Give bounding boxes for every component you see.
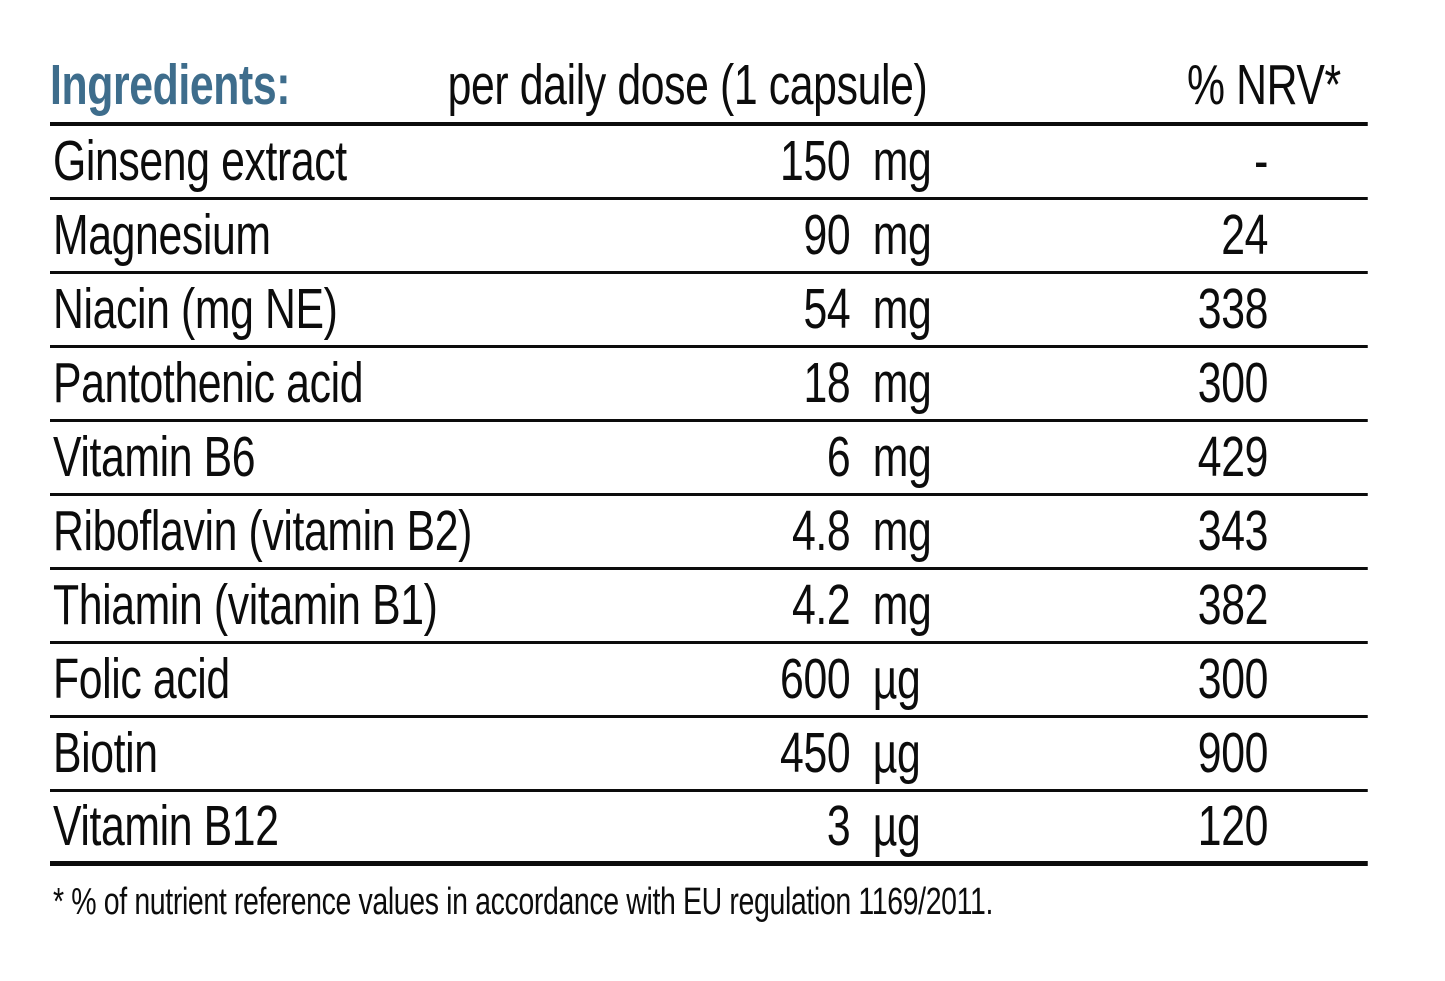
ingredient-name: Thiamin (vitamin B1) [53,573,438,637]
table-row: Thiamin (vitamin B1) 4.2 mg 382 [50,570,1368,644]
amount-unit: mg [872,573,932,637]
ingredient-name: Ginseng extract [53,129,347,193]
nrv-value: 300 [1197,351,1269,415]
table-row: Magnesium 90 mg 24 [50,200,1368,274]
ingredient-name: Pantothenic acid [53,351,364,415]
table-row: Niacin (mg NE) 54 mg 338 [50,274,1368,348]
column-header-ingredients: Ingredients: [50,53,291,117]
nrv-value: 300 [1197,647,1269,711]
amount-value: 450 [780,721,851,785]
table-row: Vitamin B6 6 mg 429 [50,422,1368,496]
nrv-value: 382 [1197,573,1269,637]
nrv-footnote: * % of nutrient reference values in acco… [53,881,994,923]
amount-unit: mg [872,277,932,341]
nrv-value: 429 [1197,425,1269,489]
table-header-row: Ingredients: per daily dose (1 capsule) … [50,36,1368,126]
amount-unit: mg [872,203,932,267]
table-row: Vitamin B12 3 µg 120 [50,792,1368,866]
table-row: Biotin 450 µg 900 [50,718,1368,792]
amount-value: 3 [826,794,851,858]
amount-value: 4.8 [791,499,851,563]
ingredients-table: Ingredients: per daily dose (1 capsule) … [50,36,1368,924]
table-row: Folic acid 600 µg 300 [50,644,1368,718]
amount-value: 54 [803,277,851,341]
amount-unit: mg [872,351,932,415]
amount-unit: µg [872,794,921,858]
amount-value: 4.2 [791,573,851,637]
nrv-value: 900 [1197,721,1269,785]
table-row: Riboflavin (vitamin B2) 4.8 mg 343 [50,496,1368,570]
amount-unit: mg [872,499,932,563]
ingredient-name: Riboflavin (vitamin B2) [53,499,473,563]
nrv-value: - [1254,129,1268,193]
ingredient-name: Vitamin B12 [53,794,279,858]
nrv-value: 24 [1221,203,1268,267]
table-row: Ginseng extract 150 mg - [50,126,1368,200]
amount-value: 90 [803,203,851,267]
amount-unit: µg [872,721,921,785]
amount-unit: mg [872,129,932,193]
amount-value: 6 [826,425,851,489]
ingredient-name: Magnesium [53,203,271,267]
amount-value: 18 [803,351,851,415]
column-header-nrv: % NRV* [1186,53,1341,117]
amount-unit: mg [872,425,932,489]
nrv-value: 338 [1197,277,1269,341]
amount-value: 600 [780,647,851,711]
nrv-value: 120 [1197,794,1269,858]
nrv-value: 343 [1197,499,1269,563]
ingredient-name: Biotin [53,721,158,785]
table-row: Pantothenic acid 18 mg 300 [50,348,1368,422]
ingredient-name: Vitamin B6 [53,425,256,489]
ingredient-name: Niacin (mg NE) [53,277,338,341]
column-header-daily-dose: per daily dose (1 capsule) [447,53,928,117]
amount-value: 150 [780,129,851,193]
amount-unit: µg [872,647,921,711]
ingredient-name: Folic acid [53,647,230,711]
